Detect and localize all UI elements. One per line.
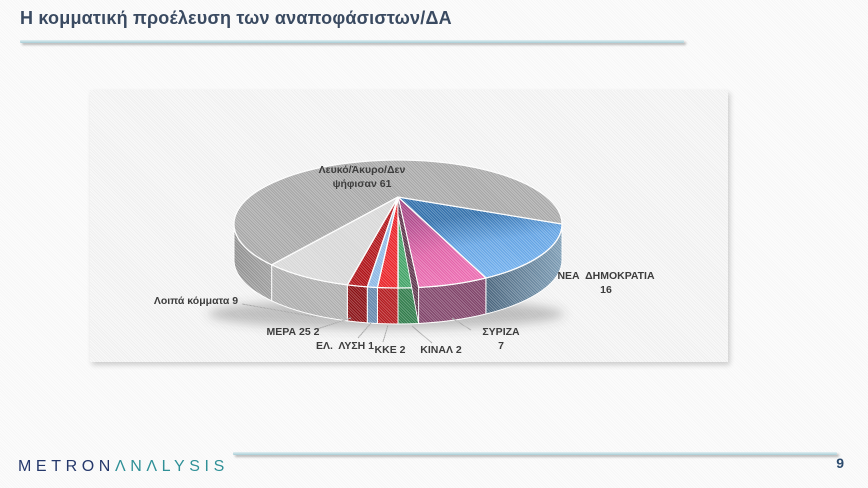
- leader-line-mera25: [316, 317, 352, 330]
- metron-analysis-logo: METRONΛNΛLYSIS: [18, 458, 229, 476]
- leader-line-el-lysi: [357, 322, 372, 339]
- logo-part-analysis: ΛNΛLYSIS: [114, 458, 229, 475]
- leader-line-kinal: [411, 325, 433, 344]
- page-number: 9: [836, 455, 844, 471]
- pie-rim-mera25: [346, 284, 368, 324]
- pie-slice-loipa-kommata: [270, 196, 399, 286]
- pie-endwall-syriza: [397, 196, 419, 324]
- slide-title: Η κομματική προέλευση των αναποφάσιστων/…: [20, 8, 452, 28]
- pie-rim-el-lysi: [366, 286, 378, 325]
- pie-rim-kke: [376, 286, 399, 325]
- chart-area: ΝΕΑ ΔΗΜΟΚΡΑΤΙΑ 16 ΣΥΡΙΖΑ 7 ΚΙΝΑΛ 2 ΚΚΕ 2 ΕΛ. Λ…: [90, 90, 728, 362]
- leader-line-syriza: [451, 317, 472, 331]
- logo-part-metron: METRON: [18, 458, 115, 475]
- pie-chart: [208, 159, 564, 344]
- footer-divider: [233, 452, 837, 455]
- leader-line-kke: [382, 324, 389, 343]
- title-divider: [20, 40, 684, 43]
- pie-slice-leyko-akyro: [233, 159, 563, 266]
- leader-line-loipa-kommata: [241, 303, 317, 318]
